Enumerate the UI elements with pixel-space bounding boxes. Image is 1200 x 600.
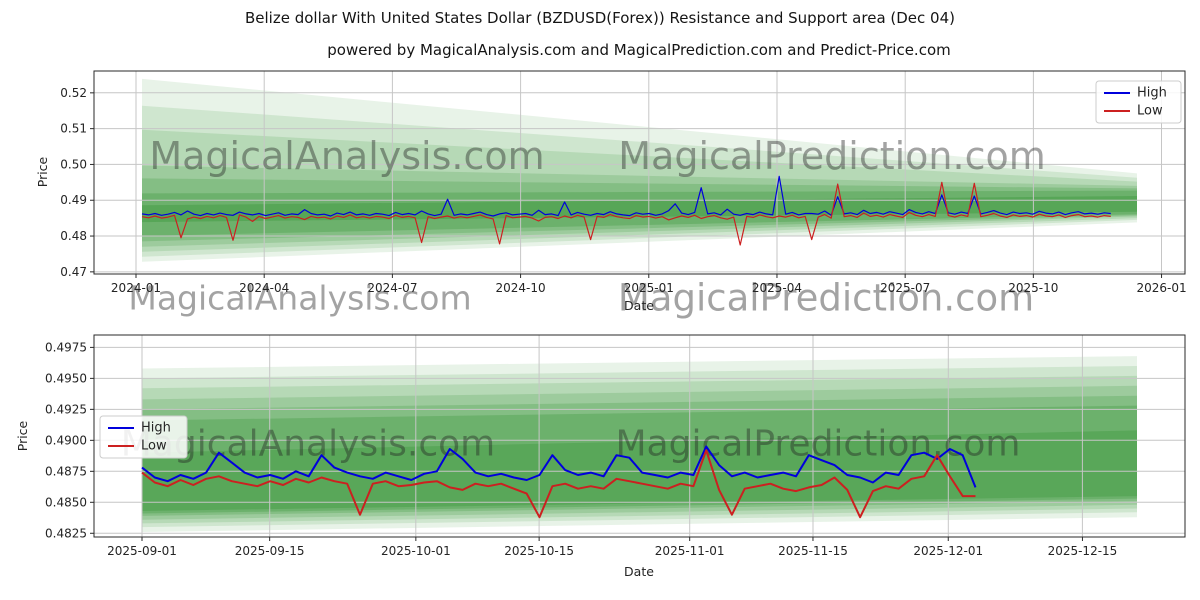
support-resistance-band	[142, 78, 1137, 262]
legend-box	[1095, 80, 1182, 124]
x-tick-label: 2025-11-01	[655, 544, 725, 558]
main-y-axis-label: Price	[35, 156, 50, 187]
main-legend: High Low	[1095, 80, 1182, 124]
x-tick-label: 2025-12-01	[913, 544, 983, 558]
legend-label-low: Low	[1137, 104, 1163, 119]
legend-box	[99, 415, 188, 459]
y-tick-label: 0.49	[60, 193, 87, 207]
legend-label-high: High	[1137, 86, 1167, 101]
x-tick-label: 2025-09-15	[235, 544, 305, 558]
zoom-axes-frame	[93, 334, 1186, 538]
support-resistance-band	[142, 178, 1137, 242]
main-grid	[94, 71, 1185, 274]
x-tick-label: 2024-10	[496, 281, 546, 295]
zoom-y-axis-label: Price	[15, 420, 30, 451]
y-tick-label: 0.4825	[45, 526, 87, 540]
watermark-text: MagicalPrediction.com	[616, 424, 1021, 465]
zoom-ticks: 2025-09-01 2025-09-15 2025-10-01 2025-10-15…	[45, 340, 1117, 558]
x-tick-label: 2024-07	[367, 281, 417, 295]
watermark-text: MagicalAnalysis.com	[149, 134, 544, 178]
x-tick-label: 2026-01	[1136, 281, 1186, 295]
zoom-grid	[94, 335, 1185, 537]
support-resistance-band	[142, 165, 1137, 247]
x-tick-label: 2025-01	[624, 281, 674, 295]
y-tick-label: 0.47	[60, 265, 87, 279]
chart-subtitle: powered by MagicalAnalysis.com and Magic…	[327, 41, 951, 59]
y-tick-label: 0.4875	[45, 464, 87, 478]
x-tick-label: 2025-10-15	[504, 544, 574, 558]
watermark-text: MagicalPrediction.com	[618, 134, 1046, 178]
legend-label-low: Low	[141, 439, 167, 454]
support-resistance-band	[142, 105, 1137, 257]
y-tick-label: 0.4925	[45, 402, 87, 416]
watermark-text: MagicalPrediction.com	[618, 277, 1034, 320]
main-series-high	[141, 175, 1111, 217]
y-tick-label: 0.50	[60, 157, 87, 171]
zoom-series-low	[141, 449, 976, 519]
legend-label-high: High	[141, 421, 171, 436]
main-ticks: 2024-01 2024-04 2024-07 2024-10 2025-01 2025-…	[60, 86, 1186, 295]
support-resistance-band	[142, 356, 1137, 532]
support-resistance-band	[142, 196, 1137, 223]
x-tick-label: 2025-10	[1008, 281, 1058, 295]
x-tick-label: 2024-01	[111, 281, 161, 295]
y-tick-label: 0.48	[60, 229, 87, 243]
x-tick-label: 2024-04	[239, 281, 289, 295]
watermark-text: MagicalAnalysis.com	[128, 279, 471, 318]
support-resistance-band	[142, 129, 1137, 252]
x-tick-label: 2025-09-01	[107, 544, 177, 558]
zoom-x-axis-label: Date	[624, 564, 654, 579]
y-tick-label: 0.4900	[45, 433, 87, 447]
x-tick-label: 2025-04	[752, 281, 802, 295]
chart-title: Belize dollar With United States Dollar …	[245, 9, 955, 27]
x-tick-label: 2025-10-01	[381, 544, 451, 558]
y-tick-label: 0.4950	[45, 371, 87, 385]
x-tick-label: 2025-07	[880, 281, 930, 295]
zoom-legend: High Low	[99, 415, 188, 459]
x-tick-label: 2025-11-15	[778, 544, 848, 558]
zoom-series-high	[141, 445, 977, 488]
y-tick-label: 0.52	[60, 86, 87, 100]
main-axes-frame	[93, 70, 1186, 275]
main-series-low	[141, 181, 1111, 246]
y-tick-label: 0.4975	[45, 340, 87, 354]
x-tick-label: 2025-12-15	[1048, 544, 1118, 558]
main-x-axis-label: Date	[624, 298, 654, 313]
y-tick-label: 0.4850	[45, 495, 87, 509]
y-tick-label: 0.51	[60, 122, 87, 136]
